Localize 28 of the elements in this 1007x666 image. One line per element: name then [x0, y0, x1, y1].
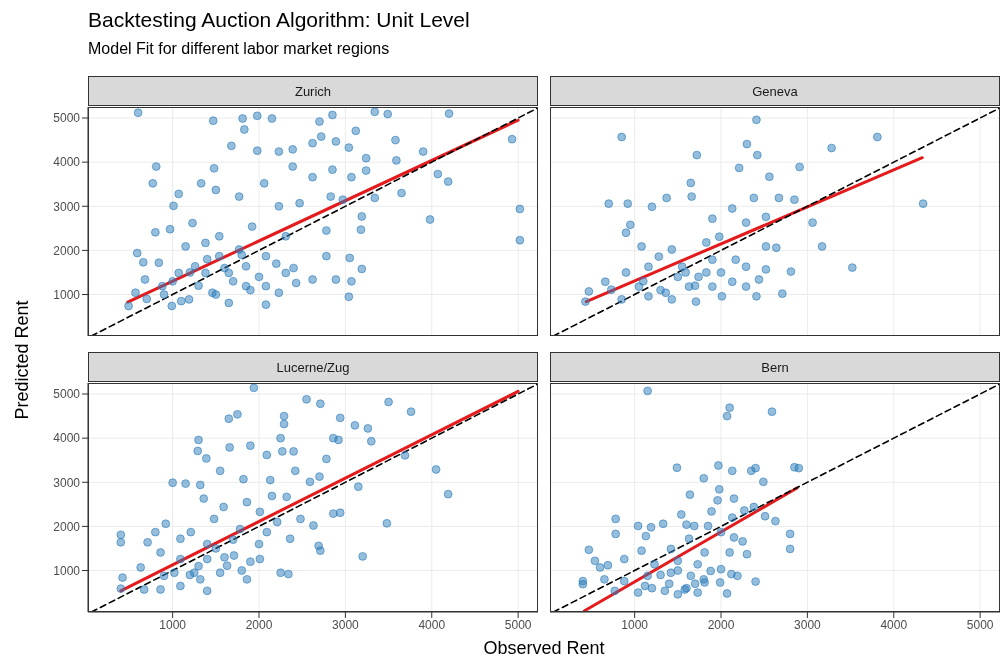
text: Backtesting Auction Algorithm: Unit Level — [88, 8, 470, 32]
x-tick-label: 4000 — [880, 617, 908, 632]
x-tick-label: 2000 — [707, 617, 735, 632]
x-tick-label: 1000 — [621, 617, 649, 632]
x-tick-label: 3000 — [332, 617, 360, 632]
y-tick-label: 2000 — [53, 243, 81, 258]
chart-title: Geneva — [550, 76, 1000, 106]
text: Model Fit for different labor market regions — [88, 40, 390, 58]
y-tick-label: 1000 — [53, 287, 81, 302]
x-tick-label: 5000 — [504, 617, 532, 632]
chart-title: Bern — [550, 352, 1000, 382]
y-tick-label: 1000 — [53, 563, 81, 578]
y-tick-label: 3000 — [53, 199, 81, 214]
y-tick-label: 5000 — [53, 111, 81, 126]
x-axis-title: Observed Rent — [482, 638, 606, 659]
y-tick-label: 3000 — [53, 475, 81, 490]
x-tick-label: 2000 — [245, 617, 273, 632]
y-axis-title: Predicted Rent — [11, 300, 33, 420]
chart-title: Lucerne/Zug — [88, 352, 538, 382]
chart-title: Zurich — [88, 76, 538, 106]
y-tick-label: 5000 — [53, 387, 81, 402]
x-tick-label: 5000 — [966, 617, 994, 632]
y-tick-label: 4000 — [53, 155, 81, 170]
y-tick-label: 4000 — [53, 431, 81, 446]
y-tick-label: 2000 — [53, 519, 81, 534]
x-tick-label: 4000 — [418, 617, 446, 632]
x-tick-label: 1000 — [159, 617, 187, 632]
x-tick-label: 3000 — [794, 617, 822, 632]
